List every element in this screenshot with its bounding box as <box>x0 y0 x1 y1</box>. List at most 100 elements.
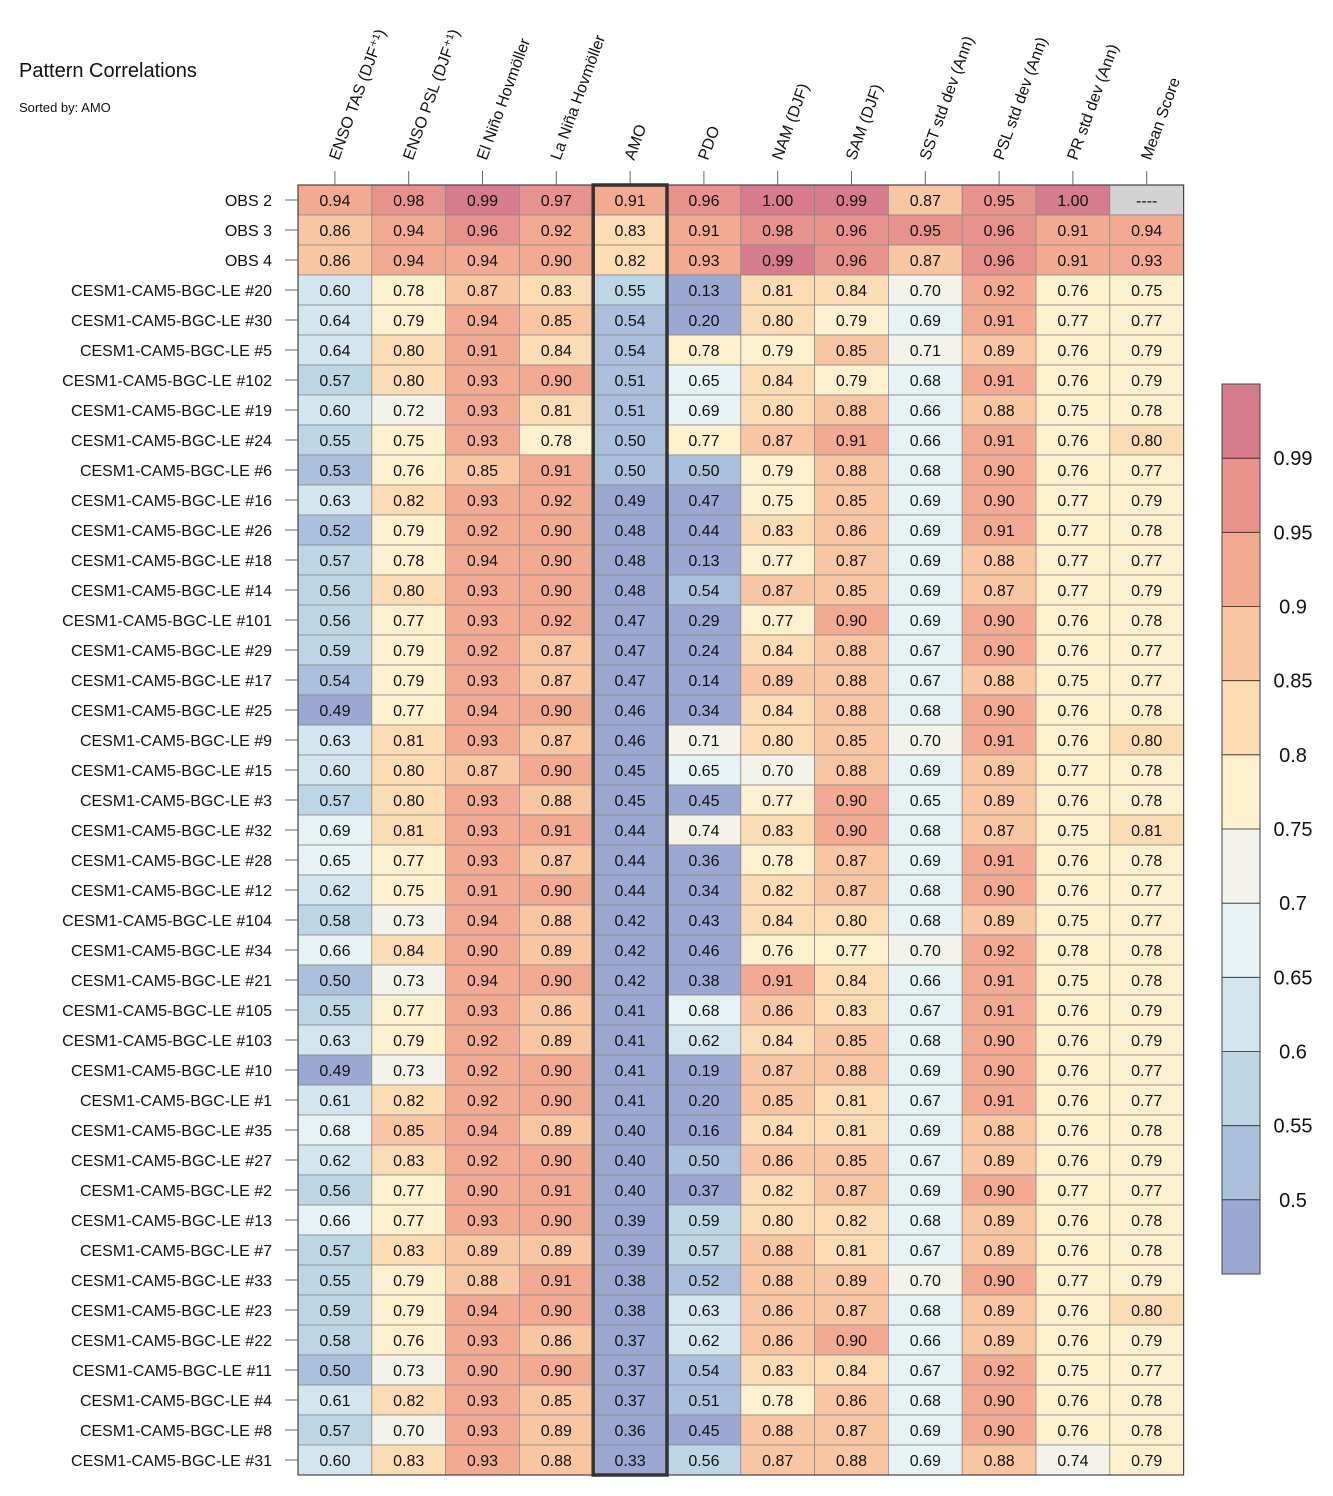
cell-value-label: 0.79 <box>393 1303 424 1320</box>
row-label: CESM1-CAM5-BGC-LE #3 <box>80 793 272 810</box>
cell-value-label: 0.88 <box>984 673 1015 690</box>
cell-value-label: 0.89 <box>762 673 793 690</box>
heatmap-cell <box>1035 394 1111 426</box>
cell-value-label: 0.86 <box>319 223 350 240</box>
cell-value-label: 0.45 <box>688 1423 719 1440</box>
cell-value-label: 0.76 <box>1057 613 1088 630</box>
row-label: CESM1-CAM5-BGC-LE #24 <box>71 433 272 450</box>
heatmap-cell <box>592 664 668 696</box>
heatmap-cell <box>666 214 742 246</box>
heatmap-cell <box>814 844 889 876</box>
cell-value-label: 0.79 <box>1131 1033 1162 1050</box>
row-label: CESM1-CAM5-BGC-LE #33 <box>71 1273 272 1290</box>
heatmap-cell <box>888 184 963 216</box>
cell-value-label: 0.49 <box>319 703 350 720</box>
cell-value-label: 0.84 <box>836 283 867 300</box>
cell-value-label: 0.39 <box>615 1213 646 1230</box>
cell-value-label: 0.47 <box>615 673 646 690</box>
heatmap-cell <box>666 364 742 396</box>
heatmap-cell <box>740 874 815 906</box>
cell-value-label: 0.78 <box>762 1393 793 1410</box>
row-label: CESM1-CAM5-BGC-LE #32 <box>71 823 272 840</box>
heatmap-cell <box>1035 994 1111 1026</box>
heatmap-cell <box>297 1174 373 1206</box>
row-label: CESM1-CAM5-BGC-LE #14 <box>71 583 272 600</box>
cell-value-label: 0.82 <box>615 253 646 270</box>
cell-value-label: 0.84 <box>762 1033 793 1050</box>
heatmap-cell <box>1035 604 1111 636</box>
cell-value-label: 0.82 <box>393 493 424 510</box>
cell-value-label: 0.55 <box>615 283 646 300</box>
heatmap-cell <box>519 1204 594 1236</box>
cell-value-label: 0.89 <box>984 1333 1015 1350</box>
heatmap-cell <box>1035 454 1111 486</box>
heatmap-cell <box>519 454 594 486</box>
cell-value-label: 0.78 <box>1131 1123 1162 1140</box>
heatmap-cell <box>371 664 446 696</box>
cell-value-label: 0.81 <box>541 403 572 420</box>
cell-value-label: ---- <box>1136 193 1157 210</box>
heatmap-cell <box>814 724 889 756</box>
cell-value-label: 0.91 <box>541 1183 572 1200</box>
heatmap-cell <box>666 1384 742 1416</box>
heatmap-cell <box>888 1174 963 1206</box>
cell-value-label: 0.34 <box>688 703 719 720</box>
cell-value-label: 0.64 <box>319 313 350 330</box>
cell-value-label: 0.89 <box>984 1243 1015 1260</box>
heatmap-cell <box>888 604 963 636</box>
heatmap-cell <box>888 904 963 936</box>
heatmap-cell <box>888 1144 963 1176</box>
heatmap-cell <box>961 514 1037 546</box>
cell-value-label: 0.79 <box>762 343 793 360</box>
heatmap-cell <box>1109 184 1185 216</box>
cell-value-label: 0.81 <box>836 1123 867 1140</box>
cell-value-label: 0.69 <box>910 1063 941 1080</box>
cell-value-label: 0.95 <box>910 223 941 240</box>
cell-value-label: 0.69 <box>910 1183 941 1200</box>
heatmap-cell <box>888 1234 963 1266</box>
heatmap-cell <box>297 274 373 306</box>
cell-value-label: 0.77 <box>1131 913 1162 930</box>
cell-value-label: 0.54 <box>615 313 646 330</box>
heatmap-cell <box>740 484 815 516</box>
cell-value-label: 0.93 <box>467 823 498 840</box>
cell-value-label: 0.54 <box>688 583 719 600</box>
cell-value-label: 0.69 <box>688 403 719 420</box>
heatmap-cell <box>519 994 594 1026</box>
colorbar-tick-label: 0.8 <box>1279 745 1307 767</box>
cell-value-label: 0.89 <box>541 1243 572 1260</box>
heatmap-cell <box>519 1324 594 1356</box>
cell-value-label: 0.93 <box>467 493 498 510</box>
heatmap-cell <box>814 1204 889 1236</box>
heatmap-cell <box>814 334 889 366</box>
heatmap-cell <box>1109 1024 1185 1056</box>
heatmap-cell <box>592 424 668 456</box>
heatmap-cell <box>814 274 889 306</box>
cell-value-label: 0.59 <box>319 643 350 660</box>
heatmap-cell <box>1035 724 1111 756</box>
cell-value-label: 0.37 <box>688 1183 719 1200</box>
cell-value-label: 0.76 <box>1057 733 1088 750</box>
heatmap-cell <box>1109 814 1185 846</box>
colorbar-swatch <box>1222 606 1260 681</box>
cell-value-label: 0.77 <box>688 433 719 450</box>
heatmap-cell <box>592 1204 668 1236</box>
heatmap-cell <box>814 1354 889 1386</box>
cell-value-label: 0.91 <box>984 373 1015 390</box>
cell-value-label: 0.93 <box>467 1213 498 1230</box>
cell-value-label: 0.90 <box>541 973 572 990</box>
cell-value-label: 0.91 <box>688 223 719 240</box>
cell-value-label: 0.90 <box>984 1273 1015 1290</box>
cell-value-label: 0.44 <box>615 823 646 840</box>
cell-value-label: 0.60 <box>319 403 350 420</box>
cell-value-label: 0.93 <box>467 373 498 390</box>
cell-value-label: 0.52 <box>319 523 350 540</box>
row-label: CESM1-CAM5-BGC-LE #5 <box>80 343 272 360</box>
cell-value-label: 0.92 <box>984 943 1015 960</box>
heatmap-cell <box>740 1324 815 1356</box>
heatmap-cell <box>1109 694 1185 726</box>
heatmap-cell <box>371 964 446 996</box>
cell-value-label: 0.20 <box>688 313 719 330</box>
cell-value-label: 0.88 <box>984 553 1015 570</box>
cell-value-label: 0.40 <box>615 1183 646 1200</box>
